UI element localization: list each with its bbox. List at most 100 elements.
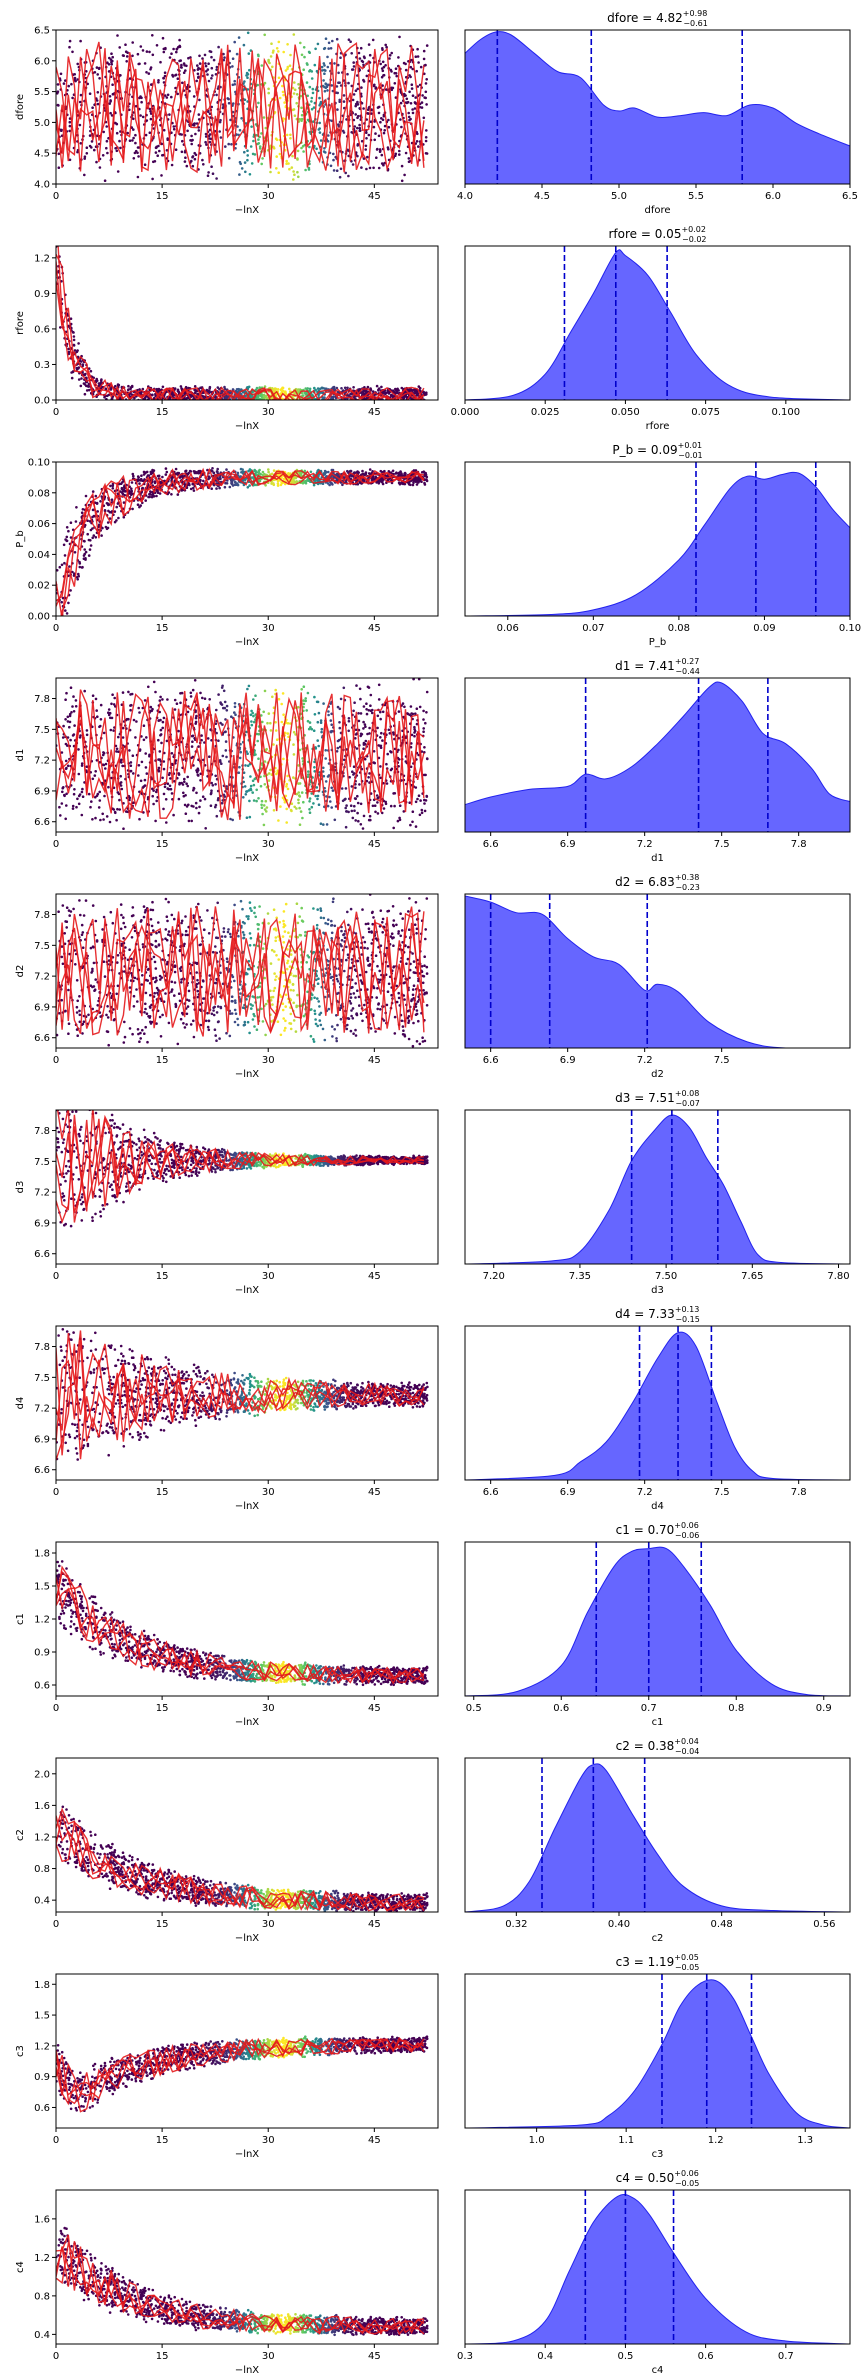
trace-point bbox=[74, 520, 78, 523]
trace-point bbox=[233, 702, 237, 705]
trace-point bbox=[308, 51, 312, 54]
trace-point bbox=[388, 54, 392, 57]
trace-point bbox=[322, 62, 326, 65]
trace-point bbox=[397, 56, 400, 59]
trace-point bbox=[316, 794, 320, 798]
trace-point bbox=[219, 403, 222, 406]
trace-point bbox=[107, 509, 110, 513]
trace-point bbox=[163, 74, 167, 78]
trace-point bbox=[318, 121, 322, 125]
trace-point bbox=[194, 801, 198, 805]
trace-point bbox=[170, 493, 173, 496]
trace-point bbox=[379, 765, 382, 768]
trace-point bbox=[317, 744, 321, 748]
trace-point bbox=[350, 84, 354, 88]
trace-point bbox=[289, 133, 292, 137]
trace-point bbox=[262, 401, 265, 404]
trace-point bbox=[227, 101, 231, 105]
trace-point bbox=[225, 785, 228, 788]
trace-point bbox=[345, 401, 348, 404]
trace-plot-P_b bbox=[56, 467, 429, 616]
trace-point bbox=[107, 708, 111, 711]
trace-point bbox=[283, 800, 287, 804]
trace-point bbox=[385, 45, 388, 49]
trace-points-P_b bbox=[56, 467, 429, 616]
trace-point bbox=[172, 47, 175, 51]
trace-point bbox=[379, 120, 382, 124]
trace-point bbox=[327, 470, 330, 474]
trace-point bbox=[134, 133, 137, 137]
trace-point bbox=[400, 179, 404, 183]
trace-point bbox=[387, 728, 391, 732]
trace-point bbox=[361, 469, 364, 473]
trace-point bbox=[387, 125, 391, 129]
trace-point bbox=[81, 787, 84, 791]
trace-point bbox=[335, 750, 339, 753]
trace-ytick-label: 4.5 bbox=[34, 149, 50, 160]
trace-point bbox=[326, 140, 330, 143]
trace-point bbox=[339, 697, 343, 701]
trace-point bbox=[77, 572, 80, 576]
trace-point bbox=[210, 66, 214, 70]
trace-point bbox=[194, 391, 197, 395]
trace-point bbox=[156, 154, 159, 157]
trace-point bbox=[111, 83, 114, 86]
trace-point bbox=[223, 401, 226, 404]
trace-point bbox=[109, 100, 112, 103]
trace-point bbox=[250, 400, 253, 403]
trace-point bbox=[219, 118, 222, 122]
trace-point bbox=[363, 56, 366, 60]
trace-point bbox=[195, 79, 198, 83]
trace-point bbox=[180, 489, 184, 492]
trace-point bbox=[300, 106, 303, 110]
trace-point bbox=[337, 123, 340, 126]
trace-point bbox=[285, 402, 288, 405]
trace-point bbox=[188, 401, 191, 404]
trace-point bbox=[83, 552, 86, 556]
trace-point bbox=[356, 87, 360, 91]
kde-plot-dfore bbox=[465, 30, 850, 184]
trace-point bbox=[118, 139, 121, 143]
trace-point bbox=[286, 65, 290, 69]
trace-point bbox=[91, 515, 94, 519]
trace-point bbox=[308, 797, 312, 800]
trace-point bbox=[423, 802, 426, 805]
trace-point bbox=[415, 140, 419, 143]
trace-point bbox=[250, 162, 254, 165]
trace-point bbox=[96, 91, 100, 94]
trace-point bbox=[183, 483, 187, 486]
trace-point bbox=[269, 170, 272, 174]
trace-point bbox=[362, 107, 365, 110]
trace-point bbox=[356, 482, 360, 486]
trace-point bbox=[369, 387, 372, 390]
trace-point bbox=[80, 764, 84, 767]
trace-point bbox=[212, 471, 216, 475]
trace-point bbox=[230, 481, 233, 485]
trace-point bbox=[204, 64, 208, 68]
trace-ytick-label: 0.04 bbox=[28, 550, 50, 561]
trace-point bbox=[198, 98, 201, 102]
trace-point bbox=[313, 713, 317, 716]
trace-point bbox=[106, 61, 109, 64]
trace-point bbox=[358, 687, 362, 691]
trace-point bbox=[298, 400, 301, 403]
trace-point bbox=[84, 557, 87, 560]
trace-point bbox=[365, 74, 369, 78]
trace-point bbox=[352, 386, 355, 389]
kde-xtick-label: 0.08 bbox=[668, 623, 690, 634]
kde-xtick-label: 5.5 bbox=[688, 191, 704, 202]
trace-point bbox=[409, 102, 413, 105]
title-main: dfore = 4.82 bbox=[607, 11, 683, 25]
trace-point bbox=[224, 740, 228, 743]
trace-point bbox=[266, 721, 269, 725]
trace-point bbox=[85, 152, 89, 155]
trace-point bbox=[68, 720, 72, 724]
trace-point bbox=[161, 154, 164, 157]
trace-point bbox=[98, 77, 101, 80]
trace-point bbox=[149, 110, 152, 113]
trace-point bbox=[131, 472, 135, 476]
title-main: rfore = 0.05 bbox=[609, 227, 682, 241]
trace-point bbox=[124, 43, 127, 46]
trace-point bbox=[227, 142, 230, 146]
trace-point bbox=[78, 565, 82, 569]
